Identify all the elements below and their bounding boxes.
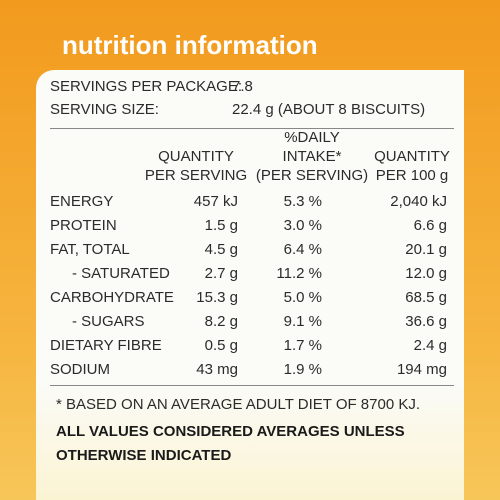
- cell: 5.3 %: [283, 193, 322, 210]
- cell: 6.4 %: [283, 241, 322, 258]
- cell: 68.5 g: [405, 289, 447, 306]
- cell: 1.9 %: [283, 361, 322, 378]
- column-header: PER SERVING: [144, 167, 248, 184]
- title: nutrition information: [62, 30, 318, 60]
- cell: 3.0 %: [283, 217, 322, 234]
- cell: 1.7 %: [283, 337, 322, 354]
- cell: 11.2 %: [276, 265, 322, 282]
- divider: [50, 128, 454, 129]
- cell: 2.7 g: [204, 265, 238, 282]
- cell: 36.6 g: [405, 313, 447, 330]
- cell: 12.0 g: [405, 265, 447, 282]
- divider: [50, 385, 454, 386]
- nutrient: DIETARY FIBRE: [50, 337, 162, 354]
- cell: 9.1 %: [283, 313, 322, 330]
- serving-label: SERVINGS PER PACKAGE:: [50, 78, 243, 95]
- cell: 194 mg: [396, 361, 447, 378]
- column-header: %DAILY: [284, 129, 340, 146]
- cell: 20.1 g: [405, 241, 447, 258]
- column-header: INTAKE*: [282, 148, 342, 165]
- serving-value: 7.8: [232, 78, 253, 95]
- serving-label: SERVING SIZE:: [50, 101, 159, 118]
- nutrient: SODIUM: [50, 361, 110, 378]
- nutrient: ENERGY: [50, 193, 114, 210]
- column-header: QUANTITY: [158, 148, 234, 165]
- footnote: * BASED ON AN AVERAGE ADULT DIET OF 8700…: [56, 396, 421, 413]
- cell: 0.5 g: [204, 337, 238, 354]
- notice: ALL VALUES CONSIDERED AVERAGES UNLESS: [56, 423, 405, 440]
- column-header: (PER SERVING): [255, 167, 369, 184]
- cell: 6.6 g: [413, 217, 447, 234]
- notice: OTHERWISE INDICATED: [56, 447, 232, 464]
- nutrient: - SATURATED: [72, 265, 170, 282]
- cell: 4.5 g: [204, 241, 238, 258]
- cell: 15.3 g: [196, 289, 238, 306]
- serving-value: 22.4 g (ABOUT 8 BISCUITS): [232, 101, 426, 118]
- column-header: PER 100 g: [375, 167, 449, 184]
- nutrient: - SUGARS: [72, 313, 145, 330]
- nutrient: FAT, TOTAL: [50, 241, 130, 258]
- cell: 2.4 g: [413, 337, 447, 354]
- cell: 1.5 g: [204, 217, 238, 234]
- cell: 2,040 kJ: [390, 193, 447, 210]
- cell: 5.0 %: [283, 289, 322, 306]
- cell: 8.2 g: [204, 313, 238, 330]
- panel: [36, 70, 464, 500]
- cell: 43 mg: [196, 361, 238, 378]
- nutrient: CARBOHYDRATE: [50, 289, 174, 306]
- nutrient: PROTEIN: [50, 217, 117, 234]
- column-header: QUANTITY: [374, 148, 450, 165]
- cell: 457 kJ: [193, 193, 238, 210]
